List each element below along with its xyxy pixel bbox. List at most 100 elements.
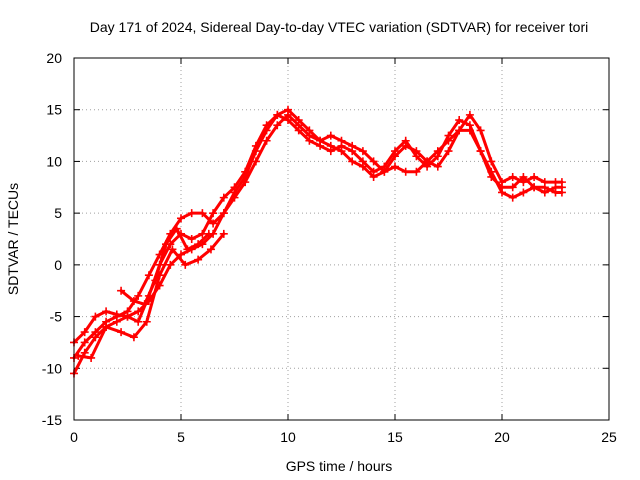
y-tick-label: 15: [46, 102, 62, 118]
data-point: [508, 193, 517, 202]
data-point: [401, 136, 410, 145]
data-point: [294, 126, 303, 135]
data-point: [557, 183, 566, 192]
data-point: [117, 286, 126, 295]
data-point: [487, 157, 496, 166]
data-point: [219, 229, 228, 238]
data-point: [91, 328, 100, 337]
data-point: [391, 162, 399, 171]
data-point: [433, 152, 442, 161]
data-point: [204, 229, 213, 238]
data-point: [181, 260, 190, 269]
series-track-4: [74, 229, 228, 362]
y-tick-label: 5: [54, 205, 62, 221]
data-point: [369, 167, 378, 176]
data-point: [177, 214, 185, 223]
data-point: [401, 167, 410, 176]
chart-title: Day 171 of 2024, Sidereal Day-to-day VTE…: [90, 19, 589, 35]
data-point: [219, 193, 228, 202]
data-point: [530, 183, 539, 192]
data-point: [540, 188, 549, 197]
data-point: [476, 147, 485, 156]
y-tick-label: 10: [46, 153, 62, 169]
y-tick-label: 0: [54, 257, 62, 273]
data-point: [80, 338, 89, 347]
x-tick-label: 10: [280, 429, 296, 445]
data-point: [284, 116, 292, 125]
grid-lines: [74, 58, 609, 420]
data-point: [433, 162, 442, 171]
data-point: [198, 209, 207, 218]
data-point: [241, 167, 250, 176]
data-point: [305, 126, 314, 135]
data-point: [183, 245, 192, 254]
data-point: [273, 110, 282, 119]
x-tick-label: 20: [494, 429, 510, 445]
data-point: [316, 141, 325, 150]
data-point: [112, 310, 121, 319]
data-point: [187, 209, 196, 218]
data-point: [172, 224, 181, 233]
series-line: [72, 113, 564, 344]
data-point: [530, 172, 539, 181]
x-tick-labels: 0 5 10 15 20 25: [70, 429, 617, 445]
series-track-3: [70, 110, 566, 347]
data-point: [87, 353, 96, 362]
data-point: [294, 116, 303, 125]
plot-frame: [73, 57, 610, 421]
data-point: [540, 178, 549, 187]
series-track-5: [117, 224, 213, 309]
x-tick-label: 15: [387, 429, 403, 445]
data-point: [412, 152, 421, 161]
data-point: [465, 121, 474, 130]
x-axis-label: GPS time / hours: [286, 458, 393, 474]
data-point: [455, 116, 464, 125]
data-point: [369, 157, 378, 166]
data-point: [134, 291, 143, 300]
y-tick-labels: -15 -10 -5 0 5 10 15 20: [42, 50, 62, 428]
data-point: [487, 172, 496, 181]
data-point: [423, 162, 432, 171]
data-point: [168, 245, 177, 254]
data-point: [444, 131, 453, 140]
y-tick-label: -5: [50, 309, 63, 325]
data-point: [151, 276, 160, 285]
data-point: [508, 183, 517, 192]
data-point: [455, 126, 464, 135]
data-point: [444, 147, 453, 156]
data-point: [187, 235, 196, 243]
data-point: [251, 141, 260, 150]
data-point: [476, 126, 485, 135]
data-point: [117, 328, 126, 337]
data-point: [194, 240, 203, 249]
data-point: [194, 255, 203, 264]
data-point: [129, 297, 138, 306]
data-point: [273, 121, 282, 130]
data-point: [209, 209, 218, 218]
y-axis-label: SDTVAR / TECUs: [5, 183, 21, 295]
data-point: [391, 147, 399, 156]
data-point: [358, 157, 367, 166]
series-line: [76, 232, 226, 360]
x-tick-label: 0: [70, 429, 78, 445]
data-point: [123, 312, 132, 321]
x-tick-label: 5: [177, 429, 185, 445]
data-point: [129, 333, 138, 342]
data-point: [519, 172, 528, 181]
y-tick-label: 20: [46, 50, 62, 66]
data-point: [284, 105, 292, 114]
data-point: [465, 110, 474, 119]
data-point: [358, 147, 367, 156]
data-point: [91, 312, 100, 321]
data-point: [209, 219, 218, 228]
y-tick-label: -15: [42, 412, 62, 428]
data-series: [70, 105, 566, 378]
data-point: [326, 131, 335, 140]
data-point: [102, 307, 111, 316]
data-point: [326, 147, 335, 156]
data-point: [166, 260, 175, 269]
data-point: [348, 157, 357, 166]
axis-ticks: [73, 57, 610, 421]
data-point: [140, 300, 149, 309]
data-point: [230, 183, 239, 192]
